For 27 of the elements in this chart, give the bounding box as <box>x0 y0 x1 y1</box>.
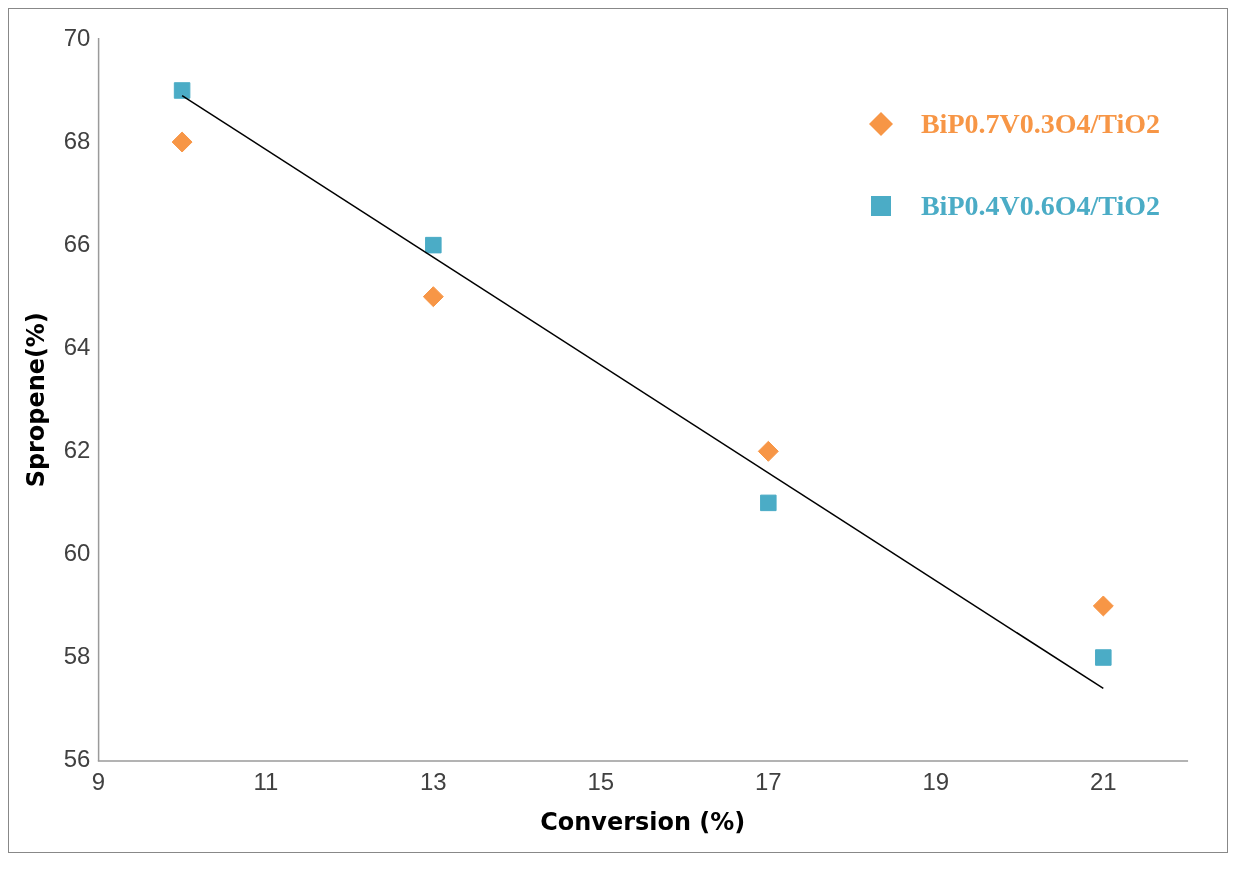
y-axis-title: Spropene(%) <box>21 312 50 488</box>
y-tick-label: 66 <box>63 229 91 257</box>
y-tick-label: 64 <box>63 332 91 360</box>
y-tick-label: 58 <box>63 642 91 670</box>
y-tick-label: 60 <box>63 539 91 567</box>
x-tick-label: 13 <box>420 767 447 795</box>
legend-label: BiP0.4V0.6O4/TiO2 <box>920 190 1160 222</box>
y-tick-label: 68 <box>63 126 91 154</box>
point <box>1095 649 1112 666</box>
x-tick-label: 19 <box>922 767 950 795</box>
point <box>1092 595 1114 617</box>
x-tick-label: 15 <box>587 767 615 795</box>
x-tick-label: 9 <box>91 767 106 795</box>
point <box>422 286 444 308</box>
point <box>425 236 442 254</box>
point <box>171 131 193 153</box>
y-tick-label: 70 <box>63 23 91 51</box>
x-tick-label: 21 <box>1089 767 1117 795</box>
y-tick-label: 62 <box>63 435 91 463</box>
point <box>757 440 779 462</box>
y-tick-label: 56 <box>63 745 91 773</box>
x-tick-label: 17 <box>755 767 782 795</box>
point <box>760 494 777 512</box>
x-axis-title: Conversion (%) <box>540 807 746 836</box>
legend-label: BiP0.7V0.3O4/TiO2 <box>920 108 1160 140</box>
x-tick-label: 11 <box>253 767 279 795</box>
point <box>173 82 191 99</box>
